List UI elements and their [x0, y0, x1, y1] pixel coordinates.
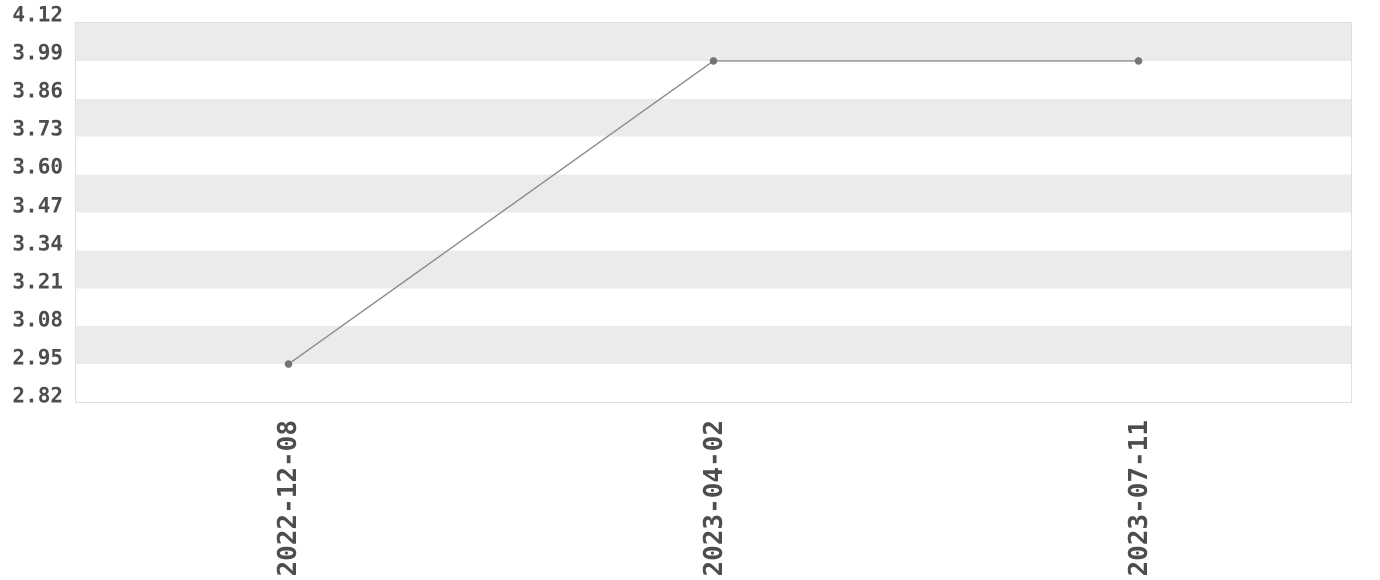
- line-series: [284, 57, 1143, 368]
- data-point-marker: [709, 57, 718, 65]
- y-tick-label: 3.60: [12, 154, 63, 179]
- x-tick-label: 2023-07-11: [1124, 420, 1155, 577]
- x-tick-label: 2023-04-02: [698, 420, 729, 577]
- y-tick-label: 3.21: [12, 269, 63, 294]
- y-tick-label: 3.47: [12, 193, 63, 217]
- series-line: [288, 60, 1139, 365]
- y-tick-label: 3.08: [12, 307, 63, 332]
- data-point-marker: [284, 360, 293, 368]
- y-tick-label: 2.95: [12, 345, 63, 370]
- y-tick-label: 3.73: [12, 116, 63, 141]
- data-point-marker: [1134, 57, 1143, 65]
- y-tick-label: 3.86: [12, 78, 63, 103]
- y-tick-label: 3.34: [12, 231, 63, 256]
- y-tick-label: 2.82: [12, 383, 63, 408]
- plot-area: [75, 22, 1352, 403]
- x-tick-label: 2022-12-08: [272, 420, 303, 577]
- y-tick-label: 3.99: [12, 40, 63, 65]
- y-tick-label: 4.12: [12, 2, 63, 27]
